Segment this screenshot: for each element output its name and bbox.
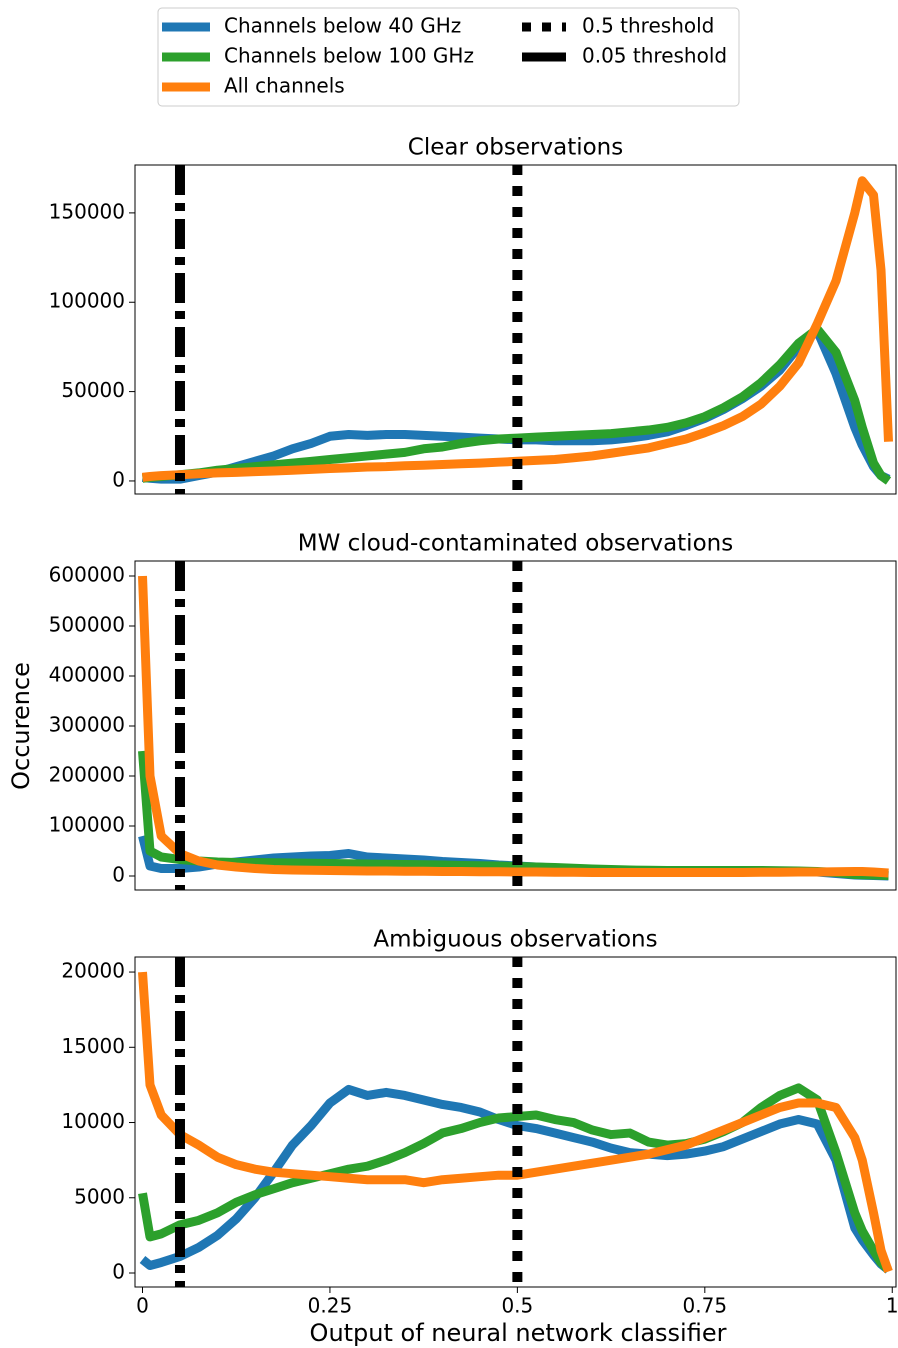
x-tick-label: 0.75 [683, 1294, 728, 1318]
y-tick-label: 5000 [74, 1184, 125, 1208]
y-tick-label: 600000 [49, 563, 125, 587]
legend-label: Channels below 40 GHz [224, 14, 461, 38]
y-tick-label: 20000 [61, 959, 125, 983]
legend-label: 0.5 threshold [582, 14, 714, 38]
axes-frame [134, 560, 897, 891]
y-tick-label: 500000 [49, 613, 125, 637]
data-line [138, 575, 889, 878]
x-axis-label: Output of neural network classifier [310, 1319, 727, 1347]
y-tick-label: 10000 [61, 1109, 125, 1133]
legend-box [157, 7, 740, 107]
y-tick-label: 0 [112, 863, 125, 887]
y-tick-label: 0 [112, 467, 125, 491]
y-tick-label: 400000 [49, 663, 125, 687]
chart-title: MW cloud-contaminated observations [298, 531, 733, 557]
y-tick-label: 200000 [49, 763, 125, 787]
y-tick-label: 100000 [49, 813, 125, 837]
plot-area [141, 165, 893, 494]
plot-area [138, 561, 889, 890]
data-line [141, 176, 893, 482]
y-tick-label: 150000 [49, 199, 125, 223]
axes-frame [134, 164, 897, 495]
plot-area [138, 957, 893, 1287]
y-tick-label: 100000 [49, 289, 125, 313]
data-line [138, 971, 893, 1274]
legend-label: 0.05 threshold [582, 44, 727, 68]
y-tick-label: 300000 [49, 713, 125, 737]
y-tick-label: 50000 [61, 378, 125, 402]
data-line [141, 324, 892, 485]
legend-label: All channels [224, 74, 345, 98]
legend-label: Channels below 100 GHz [224, 44, 474, 68]
y-tick-label: 0 [112, 1260, 125, 1284]
x-tick-label: 0.5 [501, 1294, 533, 1318]
x-tick-label: 1 [886, 1294, 898, 1318]
y-axis-label: Occurence [7, 662, 35, 790]
y-tick-label: 15000 [61, 1034, 125, 1058]
x-tick-label: 0.25 [308, 1294, 353, 1318]
data-line [138, 1083, 892, 1274]
chart-title: Ambiguous observations [373, 927, 657, 953]
axes-frame [134, 956, 897, 1288]
x-tick-label: 0 [136, 1294, 149, 1318]
chart-title: Clear observations [408, 135, 623, 161]
